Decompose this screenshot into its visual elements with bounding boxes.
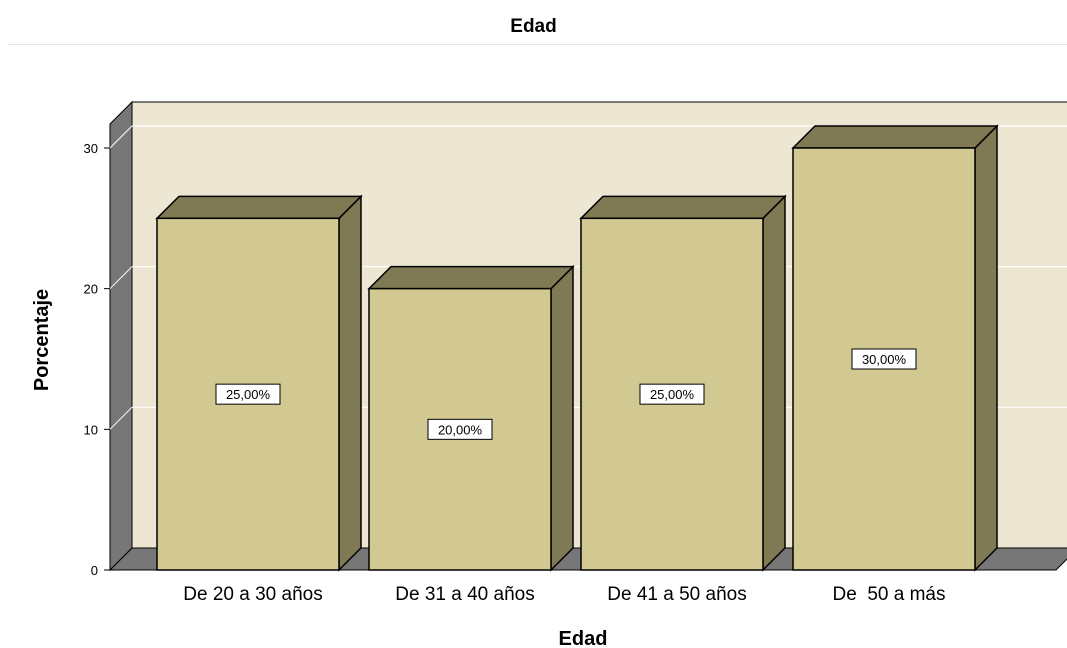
bars: 25,00% 20,00% 25,00% 30,00%: [155, 124, 999, 572]
bar-top: [579, 195, 787, 220]
chart-title: Edad: [510, 16, 557, 37]
side-wall: [109, 100, 133, 572]
bar: 25,00%: [579, 194, 787, 572]
x-category-label: De 20 a 30 años: [183, 584, 322, 605]
bar: 30,00%: [791, 124, 999, 572]
y-axis-ticks: 0 10 20 30: [84, 141, 110, 578]
y-axis-label: Porcentaje: [31, 289, 53, 391]
x-category-label: De 31 a 40 años: [395, 584, 534, 605]
y-tick-label: 10: [84, 422, 98, 437]
x-category-label: De 41 a 50 años: [607, 584, 746, 605]
x-category-label: De 50 a más: [833, 584, 946, 605]
y-tick-label: 30: [84, 141, 98, 156]
y-tick-label: 20: [84, 282, 98, 297]
bar: 25,00%: [155, 194, 363, 572]
gridline-side: [109, 125, 133, 149]
gridline-side: [109, 406, 133, 430]
bar-top: [791, 125, 999, 149]
data-label-box: [215, 383, 281, 405]
data-label: 25,00%: [226, 387, 271, 402]
x-axis-label: Edad: [559, 628, 608, 648]
bar-side: [338, 194, 362, 572]
bar-top: [155, 195, 363, 220]
data-label-box: [639, 383, 705, 405]
bar-top: [367, 265, 575, 290]
x-axis-categories: De 20 a 30 años De 31 a 40 años De 41 a 50…: [183, 584, 945, 605]
bar-side: [974, 124, 998, 572]
data-label: 25,00%: [650, 387, 695, 402]
bar-side: [550, 264, 574, 572]
data-label: 30,00%: [862, 352, 907, 367]
bar: 20,00%: [367, 264, 575, 572]
title-divider: [8, 44, 1067, 45]
data-label-box: [851, 348, 917, 370]
data-label: 20,00%: [438, 422, 483, 437]
gridline-side: [109, 266, 133, 290]
y-tick-label: 0: [91, 563, 98, 578]
bar-side: [762, 194, 786, 572]
data-label-box: [427, 418, 493, 440]
